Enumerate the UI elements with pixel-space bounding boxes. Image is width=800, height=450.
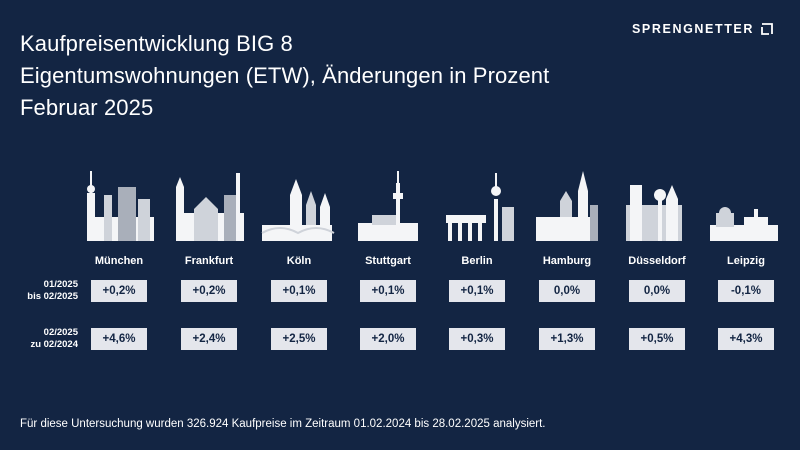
chart-subtitle: Eigentumswohnungen (ETW), Änderungen in … [20, 63, 550, 88]
skyline-stuttgart-icon [358, 171, 418, 241]
city-name: Hamburg [542, 255, 592, 267]
skyline-koeln-icon [261, 179, 335, 241]
value-box: +2,0% [360, 328, 416, 350]
value-box: +1,3% [539, 328, 595, 350]
row-label-line: zu 02/2024 [30, 339, 78, 350]
value-box: +0,1% [449, 280, 505, 302]
city-skylines [87, 171, 778, 241]
row-label-line: 01/2025 [43, 279, 78, 290]
chart-title: Kaufpreisentwicklung BIG 8 [20, 31, 293, 56]
value-box: +4,6% [91, 328, 147, 350]
city-name: München [94, 255, 144, 267]
title-block: Kaufpreisentwicklung BIG 8 Eigentumswohn… [20, 28, 549, 124]
skyline-hamburg-icon [536, 171, 598, 241]
value-box: +4,3% [718, 328, 774, 350]
city-name: Stuttgart [365, 255, 411, 267]
value-box: +0,1% [271, 280, 327, 302]
value-box: -0,1% [718, 280, 774, 302]
value-box: +0,5% [629, 328, 685, 350]
city-name: Berlin [461, 255, 493, 267]
chart-period: Februar 2025 [20, 95, 154, 120]
value-box: +0,3% [449, 328, 505, 350]
city-name: Frankfurt [184, 255, 234, 267]
value-box: +2,5% [271, 328, 327, 350]
row-label-line: bis 02/2025 [27, 291, 78, 302]
row-label-yearly: 02/2025 zu 02/2024 [20, 327, 78, 351]
city-name: Düsseldorf [628, 255, 686, 267]
footer-note: Für diese Untersuchung wurden 326.924 Ka… [20, 418, 546, 430]
value-box: 0,0% [539, 280, 595, 302]
row-label-line: 02/2025 [43, 327, 78, 338]
value-box: +2,4% [181, 328, 237, 350]
logo-mark-icon [761, 23, 773, 35]
value-box: 0,0% [629, 280, 685, 302]
skyline-berlin-icon [446, 173, 514, 241]
value-box: +0,2% [181, 280, 237, 302]
skyline-muenchen-icon [87, 171, 154, 241]
city-name: Leipzig [727, 255, 765, 267]
skyline-frankfurt-icon [176, 173, 244, 241]
skyline-leipzig-icon [710, 207, 778, 241]
sprengnetter-logo: SPRENGNETTER [632, 22, 774, 36]
city-name: Köln [286, 255, 312, 267]
row-label-monthly: 01/2025 bis 02/2025 [20, 279, 78, 303]
value-box: +0,2% [91, 280, 147, 302]
value-box: +0,1% [360, 280, 416, 302]
skyline-duesseldorf-icon [626, 185, 682, 241]
logo-text: SPRENGNETTER [632, 22, 754, 36]
